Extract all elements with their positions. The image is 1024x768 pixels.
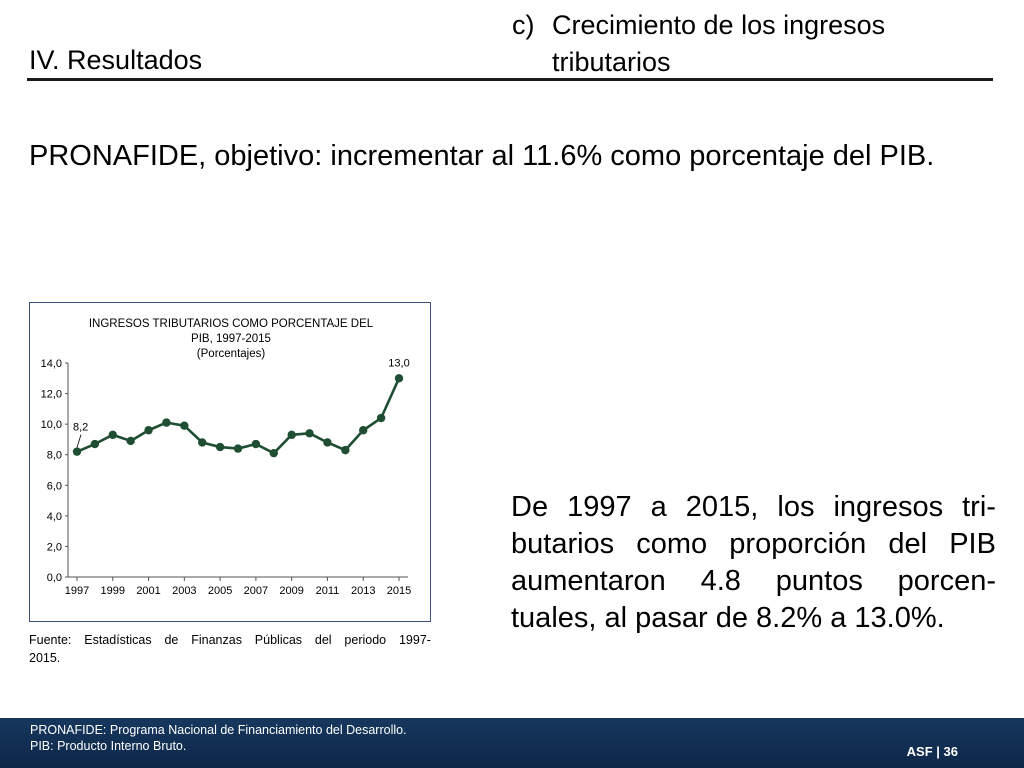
conclusion-word: 2015,	[685, 491, 759, 523]
x-tick-label: 1999	[101, 585, 125, 597]
x-tick-label: 2015	[387, 585, 411, 597]
conclusion-line: De 1997 a 2015, los ingresos tri-	[511, 489, 996, 526]
data-point	[72, 447, 82, 456]
source-word: del	[314, 633, 332, 647]
x-tick-label: 2007	[244, 585, 268, 597]
x-tick-label: 2005	[208, 585, 232, 597]
footnote-pib: PIB: Producto Interno Bruto.	[30, 739, 187, 753]
y-tick-label: 14,0	[41, 358, 62, 370]
chart-title-line2: PIB, 1997-2015	[191, 333, 271, 345]
conclusion-word: a	[650, 491, 667, 523]
chart-panel: INGRESOS TRIBUTARIOS COMO PORCENTAJE DEL…	[29, 302, 431, 622]
conclusion-word: puntos	[775, 565, 863, 597]
conclusion-word: los	[777, 491, 815, 523]
data-point	[162, 418, 171, 427]
source-word: Fuente:	[29, 633, 72, 647]
chart-source: Fuente: Estadísticas de Finanzas Públicas del…	[29, 631, 431, 667]
conclusion-word: tri-	[962, 491, 996, 523]
series-line	[76, 377, 401, 455]
page-number: ASF | 36	[906, 744, 958, 759]
objective-statement: PRONAFIDE, objetivo: incrementar al 11.6…	[29, 140, 935, 172]
data-point	[144, 426, 153, 435]
source-word: Públicas	[254, 633, 303, 647]
data-point	[359, 426, 368, 435]
footer-notes: PRONAFIDE: Programa Nacional de Financia…	[30, 722, 407, 754]
conclusion-line: aumentaron 4.8 puntos porcen-	[511, 563, 996, 600]
y-tick-label: 10,0	[41, 419, 62, 431]
footnote-pronafide: PRONAFIDE: Programa Nacional de Financia…	[30, 723, 407, 737]
conclusion-word: del	[888, 528, 928, 560]
chart-title-line1: INGRESOS TRIBUTARIOS COMO PORCENTAJE DEL	[88, 318, 374, 330]
conclusion-word: 1997	[567, 491, 632, 523]
header-divider	[27, 78, 993, 81]
source-word: periodo	[344, 633, 387, 647]
conclusion-word: como	[636, 528, 708, 560]
data-point	[198, 438, 207, 447]
source-line2: 2015.	[29, 651, 61, 665]
conclusion-text: De 1997 a 2015, los ingresos tri-butarios como p…	[511, 489, 996, 637]
conclusion-line: tuales, al pasar de 8.2% a 13.0%.	[511, 600, 996, 637]
conclusion-word: tuales, al pasar de 8.2% a 13.0%.	[511, 602, 945, 634]
line-chart: 0,0 2,0 4,0 6,0 8,0 10,0 12,0 14,0 1997 1999 2001 2…	[41, 357, 412, 597]
chart-title-line3: (Porcentajes)	[196, 348, 266, 360]
data-point	[394, 374, 404, 383]
x-tick-label: 2001	[136, 585, 160, 597]
x-tick-label: 2003	[172, 585, 196, 597]
source-word: Finanzas	[191, 633, 242, 647]
footer-bar: PRONAFIDE: Programa Nacional de Financia…	[0, 718, 1024, 768]
x-tick-label: 1997	[65, 585, 89, 597]
data-label: 13,0	[388, 357, 409, 369]
subsection-letter: c)	[512, 10, 535, 40]
data-point	[269, 448, 278, 458]
data-point	[90, 439, 100, 449]
data-point	[376, 413, 386, 423]
y-tick-label: 4,0	[47, 511, 62, 523]
data-point	[108, 430, 117, 440]
chart-title: INGRESOS TRIBUTARIOS COMO PORCENTAJE DEL…	[30, 317, 432, 362]
section-title: IV. Resultados	[29, 45, 203, 75]
y-tick-label: 8,0	[47, 450, 62, 462]
data-point	[215, 442, 225, 452]
conclusion-word: aumentaron	[511, 565, 666, 597]
conclusion-word: proporción	[729, 528, 867, 560]
x-tick-label: 2013	[351, 585, 375, 597]
conclusion-word: porcen-	[897, 565, 996, 597]
conclusion-word: PIB	[949, 528, 996, 560]
subsection-title-line1: Crecimiento de los ingresos	[552, 10, 886, 40]
y-tick-label: 2,0	[47, 541, 62, 553]
y-tick-label: 6,0	[47, 480, 62, 492]
y-tick-label: 0,0	[47, 572, 62, 584]
conclusion-line: butarios como proporción del PIB	[511, 526, 996, 563]
source-line1: Fuente: Estadísticas de Finanzas Públicas del…	[29, 631, 431, 649]
y-tick-label: 12,0	[41, 389, 62, 401]
source-word: 1997-	[398, 633, 431, 647]
x-tick-label: 2011	[316, 585, 340, 597]
data-point	[233, 444, 243, 453]
conclusion-word: ingresos	[833, 491, 944, 523]
source-word: de	[164, 633, 179, 647]
annotation-leader	[76, 434, 82, 448]
data-point	[126, 436, 135, 446]
data-point	[341, 445, 350, 455]
data-label: 8,2	[73, 422, 88, 434]
data-point	[305, 429, 314, 438]
subsection-title-line2: tributarios	[552, 47, 671, 77]
data-point	[180, 421, 189, 430]
x-tick-label: 2009	[279, 585, 303, 597]
data-point	[251, 439, 261, 449]
conclusion-word: De	[511, 491, 549, 523]
conclusion-word: 4.8	[700, 565, 741, 597]
data-point	[323, 438, 332, 447]
source-word: Estadísticas	[84, 633, 152, 647]
conclusion-word: butarios	[511, 528, 615, 560]
data-point	[287, 430, 296, 440]
